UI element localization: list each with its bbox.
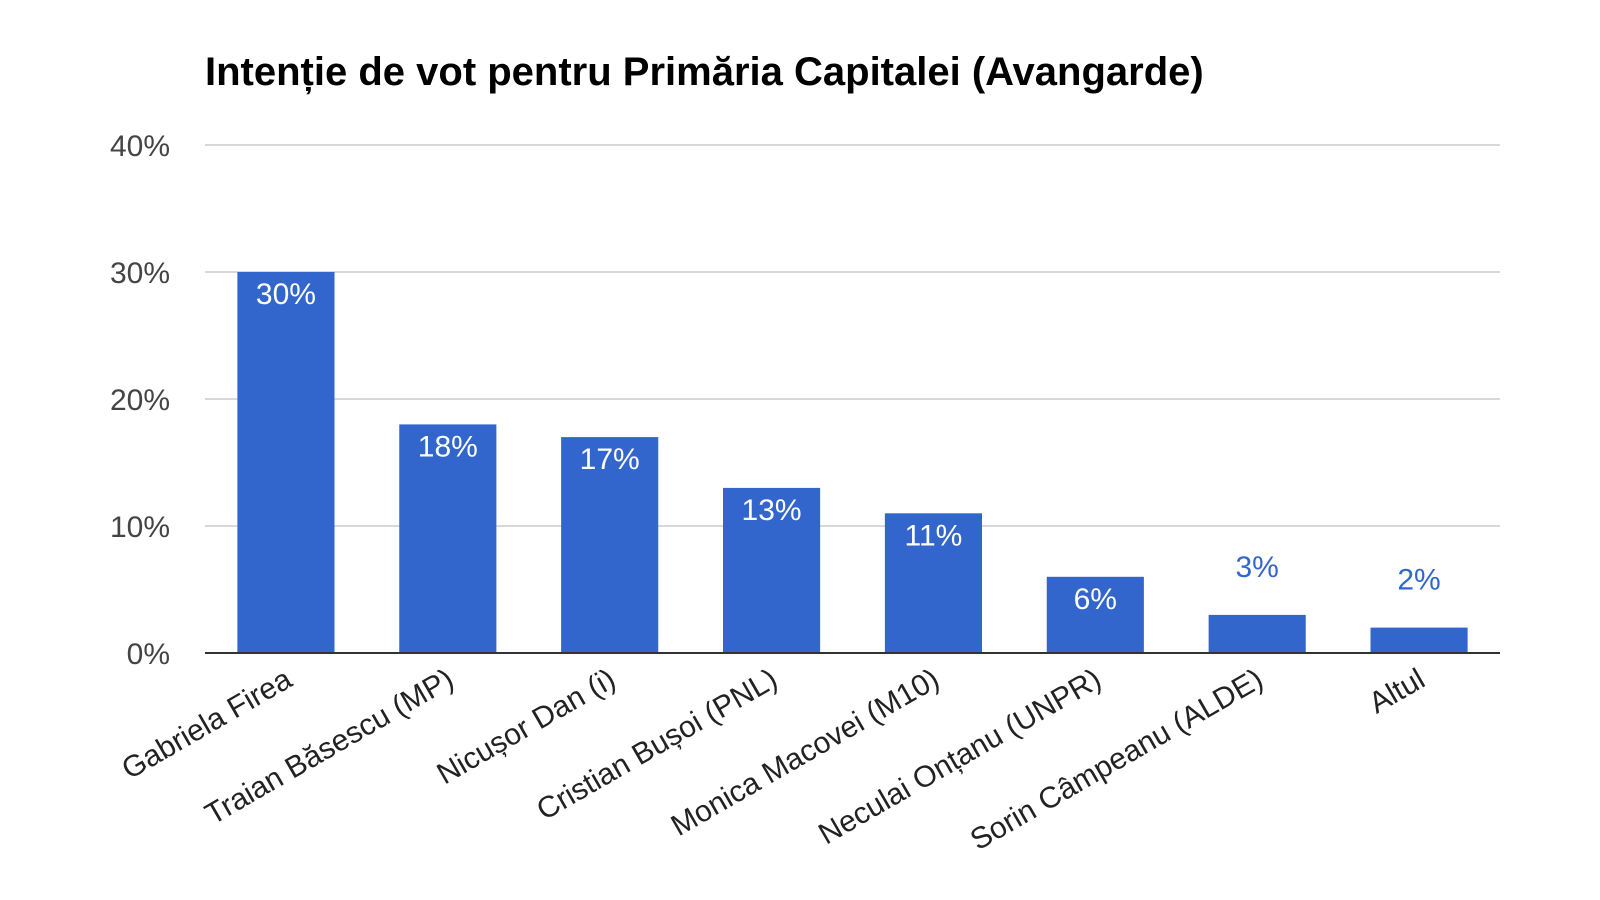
y-axis-ticks: 0% 10% 20% 30% 40% (110, 130, 170, 671)
data-label: 17% (580, 443, 640, 476)
y-tick-label: 30% (110, 257, 170, 290)
x-category-label: Altul (1364, 662, 1431, 720)
bar (884, 513, 982, 653)
data-label: 11% (905, 519, 963, 552)
data-label: 13% (742, 494, 802, 527)
data-label: 6% (1074, 583, 1117, 616)
data-labels: 30% 18% 17% 13% 11% 6% 3% 2% (256, 278, 1441, 616)
data-label: 30% (256, 278, 316, 311)
data-label: 3% (1236, 551, 1279, 584)
bar (237, 272, 335, 653)
x-category-label: Sorin Câmpeanu (ALDE) (965, 662, 1269, 856)
bars (237, 272, 1468, 653)
bar (1370, 627, 1468, 653)
data-label: 2% (1397, 564, 1440, 597)
bar (1208, 614, 1306, 653)
bar (1046, 576, 1144, 653)
gridlines (205, 144, 1500, 527)
chart-title: Intenție de vot pentru Primăria Capitale… (205, 50, 1204, 94)
x-category-label: Neculai Onțanu (UNPR) (813, 662, 1107, 851)
y-tick-label: 40% (110, 130, 170, 163)
data-label: 18% (418, 430, 478, 463)
bar (561, 437, 659, 653)
x-category-label: Monica Macovei (M10) (666, 662, 945, 842)
bar (399, 424, 497, 653)
bar (723, 487, 821, 653)
y-tick-label: 20% (110, 384, 170, 417)
y-tick-label: 0% (127, 638, 170, 671)
y-tick-label: 10% (110, 511, 170, 544)
